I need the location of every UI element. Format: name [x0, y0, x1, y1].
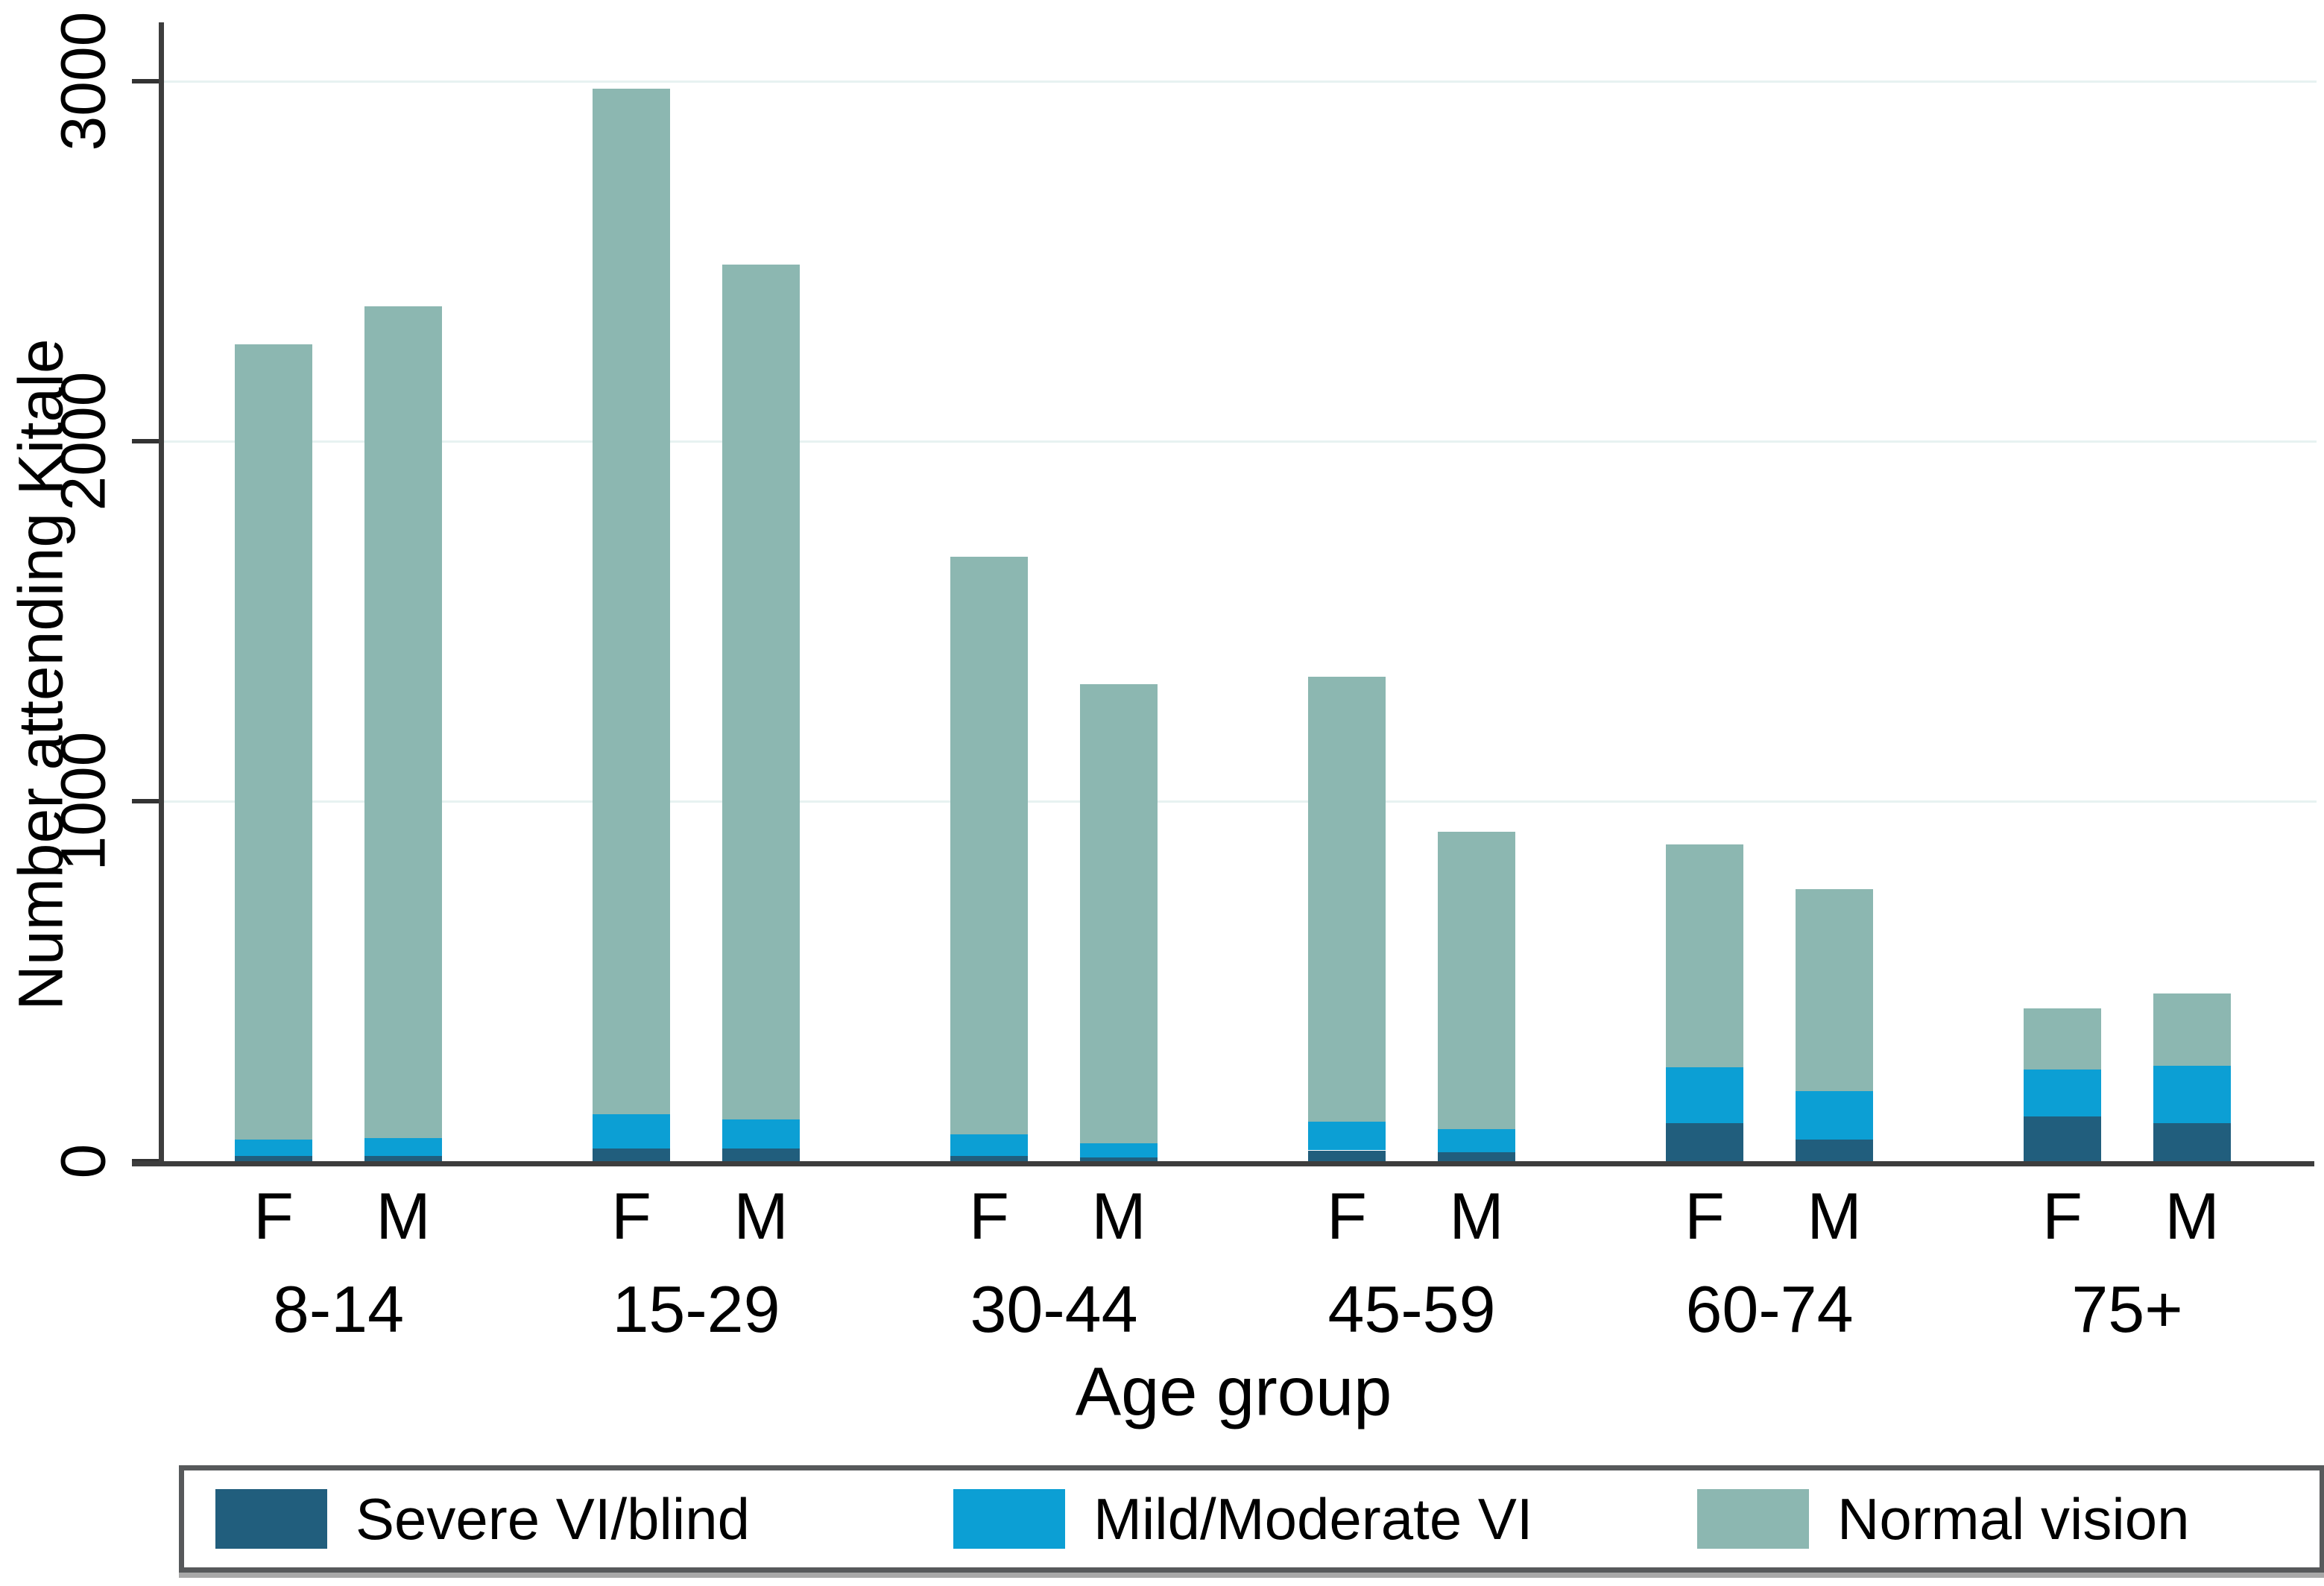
x-group-label-30-44: 30-44 [970, 1272, 1138, 1346]
legend-swatch-icon [215, 1489, 327, 1549]
bar-30-44-F-Normal vision [950, 556, 1028, 1134]
bar-15-29-F-Severe VI/blind [593, 1149, 670, 1161]
bar-8-14-M-Normal vision [364, 306, 442, 1138]
bar-60-74-F-Mild/Moderate VI [1666, 1067, 1743, 1124]
bar-60-74-M-Severe VI/blind [1796, 1140, 1873, 1161]
y-tick-label-3000: 3000 [48, 11, 119, 151]
legend-entry-2: Normal vision [1697, 1470, 2189, 1567]
y-tick-label-0: 0 [48, 1143, 119, 1179]
x-tick-label-15-29-F: F [611, 1179, 651, 1253]
x-tick-label-75+-F: F [2042, 1179, 2083, 1253]
bar-75+-F-Severe VI/blind [2024, 1116, 2101, 1161]
legend-entry-0: Severe VI/blind [215, 1470, 750, 1567]
x-tick-label-45-59-M: M [1449, 1179, 1504, 1253]
y-tick-label-2000: 2000 [48, 371, 119, 511]
x-tick-label-30-44-M: M [1091, 1179, 1146, 1253]
bar-8-14-F-Mild/Moderate VI [235, 1140, 312, 1156]
x-group-label-45-59: 45-59 [1327, 1272, 1496, 1346]
x-tick-label-8-14-M: M [376, 1179, 431, 1253]
bar-15-29-M-Normal vision [722, 265, 800, 1120]
legend-entry-1: Mild/Moderate VI [953, 1470, 1533, 1567]
legend-swatch-icon [953, 1489, 1065, 1549]
bar-45-59-M-Mild/Moderate VI [1438, 1128, 1515, 1152]
bar-45-59-M-Normal vision [1438, 832, 1515, 1129]
y-tick-label-1000: 1000 [48, 731, 119, 871]
x-tick-label-8-14-F: F [253, 1179, 294, 1253]
bar-45-59-F-Severe VI/blind [1308, 1150, 1386, 1161]
bar-15-29-M-Severe VI/blind [722, 1149, 800, 1161]
bar-75+-M-Mild/Moderate VI [2153, 1066, 2231, 1124]
bar-8-14-M-Mild/Moderate VI [364, 1137, 442, 1156]
y-tick-3000 [132, 79, 159, 83]
bar-45-59-M-Severe VI/blind [1438, 1151, 1515, 1161]
bar-30-44-M-Mild/Moderate VI [1080, 1143, 1158, 1158]
y-tick-2000 [132, 439, 159, 443]
bar-30-44-M-Normal vision [1080, 684, 1158, 1143]
x-tick-label-30-44-F: F [969, 1179, 1009, 1253]
bar-45-59-F-Mild/Moderate VI [1308, 1121, 1386, 1151]
y-tick-1000 [132, 799, 159, 803]
bar-60-74-F-Severe VI/blind [1666, 1123, 1743, 1161]
x-group-label-75+: 75+ [2071, 1272, 2183, 1346]
bar-75+-F-Mild/Moderate VI [2024, 1069, 2101, 1116]
x-axis-title: Age group [1075, 1353, 1392, 1430]
bar-75+-M-Severe VI/blind [2153, 1123, 2231, 1161]
bar-60-74-M-Normal vision [1796, 889, 1873, 1091]
bar-8-14-F-Severe VI/blind [235, 1155, 312, 1161]
bar-15-29-F-Mild/Moderate VI [593, 1114, 670, 1149]
gridline-2000 [161, 440, 2317, 443]
legend: Severe VI/blind Mild/Moderate VI Normal vi… [179, 1465, 2324, 1573]
gridline-1000 [161, 800, 2317, 803]
x-tick-label-45-59-F: F [1327, 1179, 1367, 1253]
x-tick-label-15-29-M: M [733, 1179, 789, 1253]
x-axis-line [132, 1161, 2314, 1166]
y-axis-line [159, 22, 164, 1166]
x-group-label-8-14: 8-14 [272, 1272, 405, 1346]
bar-45-59-F-Normal vision [1308, 677, 1386, 1122]
bar-8-14-M-Severe VI/blind [364, 1155, 442, 1161]
bar-30-44-F-Mild/Moderate VI [950, 1134, 1028, 1156]
bar-60-74-F-Normal vision [1666, 844, 1743, 1068]
bar-30-44-M-Severe VI/blind [1080, 1157, 1158, 1161]
bar-8-14-F-Normal vision [235, 344, 312, 1140]
bar-30-44-F-Severe VI/blind [950, 1155, 1028, 1161]
x-tick-label-75+-M: M [2164, 1179, 2220, 1253]
bar-75+-F-Normal vision [2024, 1008, 2101, 1070]
x-group-label-15-29: 15-29 [612, 1272, 780, 1346]
gridline-3000 [161, 80, 2317, 83]
legend-label: Normal vision [1837, 1485, 2190, 1552]
x-tick-label-60-74-M: M [1807, 1179, 1862, 1253]
bar-75+-M-Normal vision [2153, 993, 2231, 1066]
bar-15-29-M-Mild/Moderate VI [722, 1119, 800, 1149]
bar-15-29-F-Normal vision [593, 88, 670, 1115]
legend-label: Mild/Moderate VI [1093, 1485, 1533, 1552]
x-group-label-60-74: 60-74 [1685, 1272, 1854, 1346]
legend-label: Severe VI/blind [356, 1485, 750, 1552]
bar-60-74-M-Mild/Moderate VI [1796, 1090, 1873, 1140]
legend-swatch-icon [1697, 1489, 1809, 1549]
x-tick-label-60-74-F: F [1684, 1179, 1725, 1253]
